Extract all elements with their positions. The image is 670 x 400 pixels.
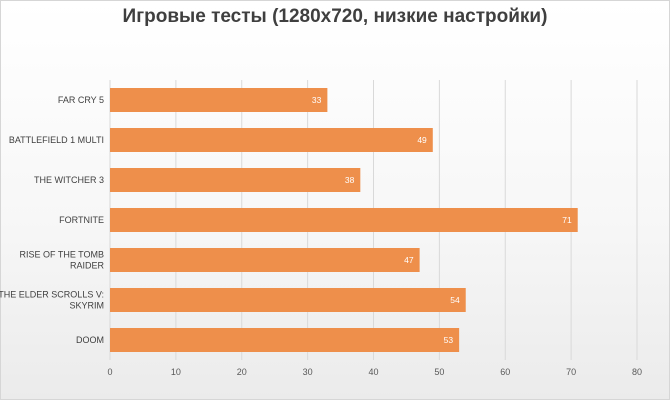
bar [110,88,328,112]
chart-title: Игровые тесты (1280x720, низкие настройк… [122,6,548,27]
bar [110,288,466,312]
x-tick-label: 40 [368,367,378,377]
data-label: 53 [444,335,454,345]
x-tick-label: 10 [171,367,181,377]
data-label: 38 [345,175,355,185]
bar [110,128,433,152]
category-label: DOOM [76,335,104,345]
data-label: 47 [404,255,414,265]
x-tick-label: 20 [237,367,247,377]
category-label: THE ELDER SCROLLS V: SKYRIM [0,290,104,311]
category-label: FORTNITE [59,215,104,225]
x-tick-label: 70 [566,367,576,377]
x-tick-label: 60 [500,367,510,377]
x-tick-label: 0 [107,367,112,377]
bar [110,328,460,352]
category-label: FAR CRY 5 [58,95,104,105]
bar [110,208,578,232]
x-tick-label: 80 [632,367,642,377]
category-label: BATTLEFIELD 1 MULTI [9,135,104,145]
data-label: 54 [450,295,460,305]
category-label: THE WITCHER 3 [34,175,104,185]
x-tick-label: 50 [434,367,444,377]
bar [110,248,420,272]
data-label: 49 [417,135,427,145]
data-label: 33 [312,95,322,105]
x-tick-label: 30 [303,367,313,377]
category-label: RISE OF THE TOMB RAIDER [19,250,104,271]
bar [110,168,361,192]
data-label: 71 [562,215,572,225]
